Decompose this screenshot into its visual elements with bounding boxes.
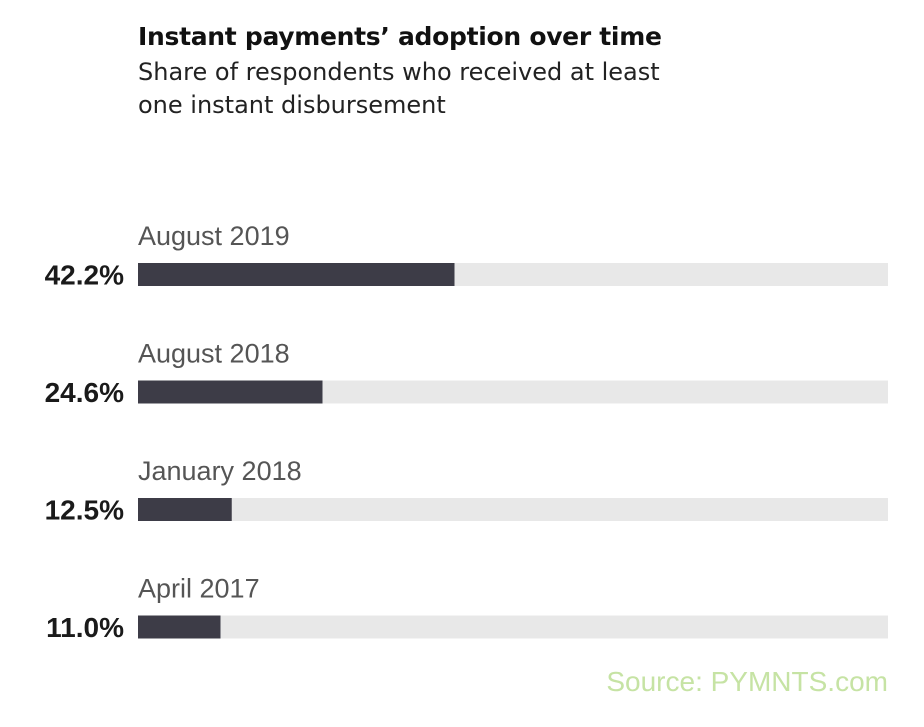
- value-label: 42.2%: [45, 260, 124, 291]
- bar: [138, 380, 323, 404]
- category-label: August 2019: [138, 221, 290, 251]
- bar-row: April 2017 11.0%: [46, 574, 888, 643]
- chart-title: Instant payments’ adoption over time: [138, 22, 662, 51]
- value-label: 11.0%: [46, 612, 124, 643]
- chart-header: Instant payments’ adoption over time Sha…: [138, 22, 858, 122]
- bar: [138, 615, 221, 639]
- bar-track: [138, 498, 888, 521]
- category-label: April 2017: [138, 574, 260, 604]
- category-label: August 2018: [138, 339, 290, 369]
- source-note: Source: PYMNTS.com: [606, 666, 888, 697]
- bar-row: August 2019 42.2%: [45, 221, 888, 291]
- category-label: January 2018: [138, 456, 302, 486]
- bar: [138, 498, 232, 521]
- value-label: 12.5%: [45, 495, 124, 526]
- bar-track: [138, 615, 888, 639]
- value-label: 24.6%: [45, 377, 124, 408]
- bar-row: August 2018 24.6%: [45, 339, 888, 408]
- bar: [138, 263, 455, 286]
- bar-row: January 2018 12.5%: [45, 456, 888, 526]
- bar-track: [138, 380, 888, 404]
- chart-subtitle: Share of respondents who received at lea…: [138, 58, 660, 119]
